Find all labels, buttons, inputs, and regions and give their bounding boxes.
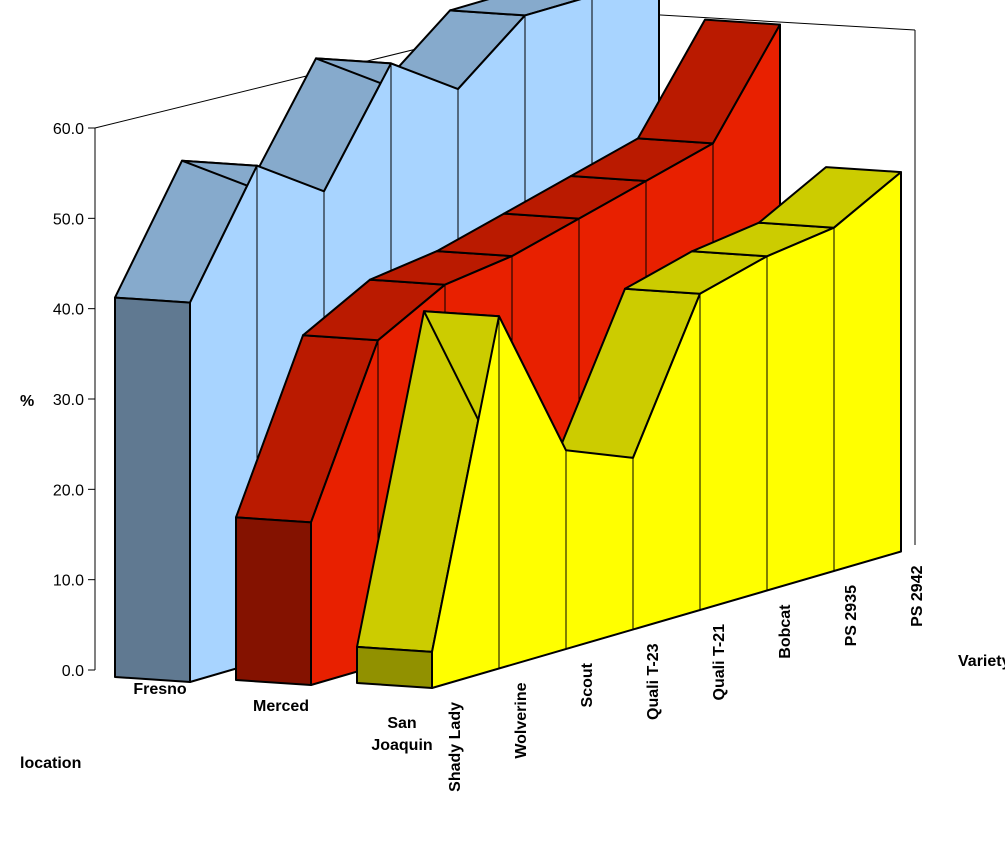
x-tick-label: Scout — [579, 662, 596, 707]
series-label: San Joaquin — [371, 715, 432, 754]
z-axis-title: location — [20, 755, 81, 772]
x-tick-label: Quali T-23 — [645, 643, 662, 720]
end-cap — [235, 516, 312, 686]
y-axis-title: % — [20, 393, 34, 410]
y-tick-label: 30.0 — [53, 392, 84, 409]
series-label: Fresno — [133, 681, 187, 698]
x-tick-label: Quali T-21 — [711, 624, 728, 701]
series-label-line: Joaquin — [371, 737, 432, 754]
series-2 — [356, 166, 902, 689]
y-tick-label: 60.0 — [53, 121, 84, 138]
y-tick-label: 10.0 — [53, 573, 84, 590]
x-tick-label: PS 2942 — [909, 565, 926, 626]
end-cap — [356, 645, 433, 689]
series-label: Merced — [253, 698, 309, 715]
x-tick-label: PS 2935 — [843, 585, 860, 646]
y-tick-label: 0.0 — [62, 663, 84, 680]
end-cap — [114, 296, 191, 683]
x-tick-label: Wolverine — [513, 682, 530, 758]
x-tick-label: Bobcat — [777, 604, 794, 659]
y-tick-label: 50.0 — [53, 211, 84, 228]
x-axis-title: Variety — [958, 653, 1005, 670]
y-tick-label: 40.0 — [53, 302, 84, 319]
series-label-line: San — [387, 715, 416, 732]
x-tick-label: Shady Lady — [447, 702, 464, 792]
y-tick-label: 20.0 — [53, 482, 84, 499]
